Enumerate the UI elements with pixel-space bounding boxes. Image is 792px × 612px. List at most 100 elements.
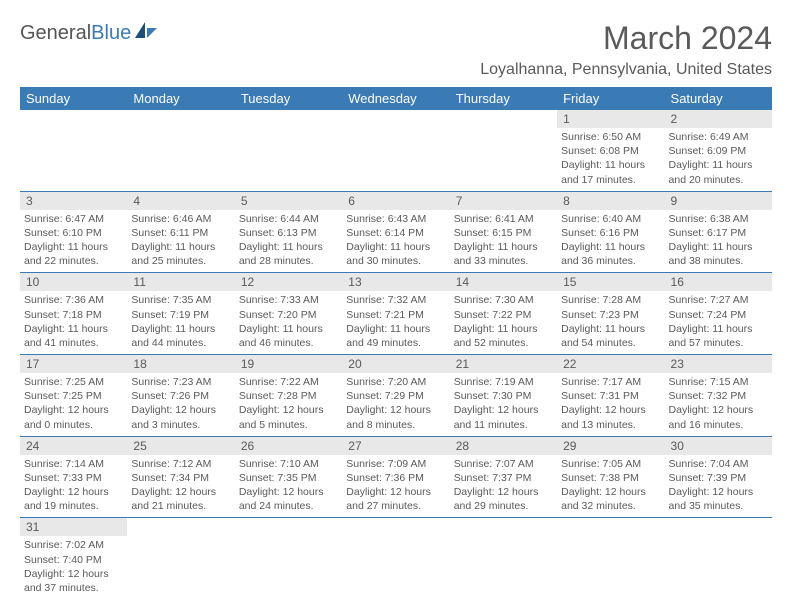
day-number: 9 <box>665 192 772 210</box>
day-number: 23 <box>665 355 772 373</box>
day-info: Sunrise: 7:09 AMSunset: 7:36 PMDaylight:… <box>342 455 449 518</box>
day-info: Sunrise: 7:36 AMSunset: 7:18 PMDaylight:… <box>20 291 127 354</box>
calendar-cell-empty <box>342 518 449 599</box>
calendar-cell: 25Sunrise: 7:12 AMSunset: 7:34 PMDayligh… <box>127 436 234 518</box>
calendar-cell: 27Sunrise: 7:09 AMSunset: 7:36 PMDayligh… <box>342 436 449 518</box>
day-info: Sunrise: 6:40 AMSunset: 6:16 PMDaylight:… <box>557 210 664 273</box>
calendar-cell: 8Sunrise: 6:40 AMSunset: 6:16 PMDaylight… <box>557 191 664 273</box>
calendar-cell-empty <box>557 518 664 599</box>
page-header: GeneralBlue March 2024 Loyalhanna, Penns… <box>20 20 772 79</box>
day-header: Friday <box>557 87 664 110</box>
calendar-cell: 24Sunrise: 7:14 AMSunset: 7:33 PMDayligh… <box>20 436 127 518</box>
logo-text-blue: Blue <box>91 22 131 45</box>
day-info: Sunrise: 7:30 AMSunset: 7:22 PMDaylight:… <box>450 291 557 354</box>
day-number: 18 <box>127 355 234 373</box>
calendar-week-row: 17Sunrise: 7:25 AMSunset: 7:25 PMDayligh… <box>20 355 772 437</box>
calendar-week-row: 1Sunrise: 6:50 AMSunset: 6:08 PMDaylight… <box>20 110 772 191</box>
day-number: 6 <box>342 192 449 210</box>
calendar-cell: 10Sunrise: 7:36 AMSunset: 7:18 PMDayligh… <box>20 273 127 355</box>
calendar-cell-empty <box>20 110 127 191</box>
calendar-cell: 26Sunrise: 7:10 AMSunset: 7:35 PMDayligh… <box>235 436 342 518</box>
day-header: Thursday <box>450 87 557 110</box>
calendar-cell-empty <box>127 518 234 599</box>
month-title: March 2024 <box>480 20 772 57</box>
calendar-cell: 9Sunrise: 6:38 AMSunset: 6:17 PMDaylight… <box>665 191 772 273</box>
calendar-cell: 2Sunrise: 6:49 AMSunset: 6:09 PMDaylight… <box>665 110 772 191</box>
calendar-cell: 30Sunrise: 7:04 AMSunset: 7:39 PMDayligh… <box>665 436 772 518</box>
day-info: Sunrise: 7:07 AMSunset: 7:37 PMDaylight:… <box>450 455 557 518</box>
day-number: 3 <box>20 192 127 210</box>
day-info: Sunrise: 7:20 AMSunset: 7:29 PMDaylight:… <box>342 373 449 436</box>
day-number: 13 <box>342 273 449 291</box>
day-info: Sunrise: 6:46 AMSunset: 6:11 PMDaylight:… <box>127 210 234 273</box>
day-number: 2 <box>665 110 772 128</box>
logo: GeneralBlue <box>20 20 159 46</box>
calendar-cell: 23Sunrise: 7:15 AMSunset: 7:32 PMDayligh… <box>665 355 772 437</box>
day-info: Sunrise: 7:22 AMSunset: 7:28 PMDaylight:… <box>235 373 342 436</box>
day-number: 28 <box>450 437 557 455</box>
day-number: 10 <box>20 273 127 291</box>
calendar-week-row: 10Sunrise: 7:36 AMSunset: 7:18 PMDayligh… <box>20 273 772 355</box>
day-number: 21 <box>450 355 557 373</box>
day-number: 11 <box>127 273 234 291</box>
day-info: Sunrise: 7:27 AMSunset: 7:24 PMDaylight:… <box>665 291 772 354</box>
calendar-cell: 5Sunrise: 6:44 AMSunset: 6:13 PMDaylight… <box>235 191 342 273</box>
day-number: 1 <box>557 110 664 128</box>
calendar-cell-empty <box>127 110 234 191</box>
calendar-cell: 17Sunrise: 7:25 AMSunset: 7:25 PMDayligh… <box>20 355 127 437</box>
day-number: 16 <box>665 273 772 291</box>
day-number: 7 <box>450 192 557 210</box>
calendar-cell: 28Sunrise: 7:07 AMSunset: 7:37 PMDayligh… <box>450 436 557 518</box>
day-info: Sunrise: 7:05 AMSunset: 7:38 PMDaylight:… <box>557 455 664 518</box>
day-info: Sunrise: 7:35 AMSunset: 7:19 PMDaylight:… <box>127 291 234 354</box>
day-number: 19 <box>235 355 342 373</box>
day-info: Sunrise: 7:14 AMSunset: 7:33 PMDaylight:… <box>20 455 127 518</box>
calendar-cell: 1Sunrise: 6:50 AMSunset: 6:08 PMDaylight… <box>557 110 664 191</box>
day-number: 5 <box>235 192 342 210</box>
calendar-cell: 4Sunrise: 6:46 AMSunset: 6:11 PMDaylight… <box>127 191 234 273</box>
day-number: 30 <box>665 437 772 455</box>
day-info: Sunrise: 7:23 AMSunset: 7:26 PMDaylight:… <box>127 373 234 436</box>
day-number: 26 <box>235 437 342 455</box>
day-number: 22 <box>557 355 664 373</box>
day-info: Sunrise: 7:17 AMSunset: 7:31 PMDaylight:… <box>557 373 664 436</box>
day-number: 4 <box>127 192 234 210</box>
day-number: 15 <box>557 273 664 291</box>
day-info: Sunrise: 7:12 AMSunset: 7:34 PMDaylight:… <box>127 455 234 518</box>
logo-text-general: General <box>20 22 91 45</box>
day-header: Tuesday <box>235 87 342 110</box>
day-info: Sunrise: 6:49 AMSunset: 6:09 PMDaylight:… <box>665 128 772 191</box>
calendar-cell: 6Sunrise: 6:43 AMSunset: 6:14 PMDaylight… <box>342 191 449 273</box>
calendar-body: 1Sunrise: 6:50 AMSunset: 6:08 PMDaylight… <box>20 110 772 599</box>
logo-sail-icon <box>133 20 159 46</box>
day-header: Saturday <box>665 87 772 110</box>
day-header: Monday <box>127 87 234 110</box>
day-info: Sunrise: 7:32 AMSunset: 7:21 PMDaylight:… <box>342 291 449 354</box>
calendar-cell: 3Sunrise: 6:47 AMSunset: 6:10 PMDaylight… <box>20 191 127 273</box>
day-info: Sunrise: 7:02 AMSunset: 7:40 PMDaylight:… <box>20 536 127 599</box>
calendar-cell-empty <box>450 110 557 191</box>
day-number: 25 <box>127 437 234 455</box>
calendar-cell: 11Sunrise: 7:35 AMSunset: 7:19 PMDayligh… <box>127 273 234 355</box>
calendar-cell: 18Sunrise: 7:23 AMSunset: 7:26 PMDayligh… <box>127 355 234 437</box>
day-info: Sunrise: 6:47 AMSunset: 6:10 PMDaylight:… <box>20 210 127 273</box>
location-subtitle: Loyalhanna, Pennsylvania, United States <box>480 61 772 79</box>
calendar-cell: 14Sunrise: 7:30 AMSunset: 7:22 PMDayligh… <box>450 273 557 355</box>
day-info: Sunrise: 6:38 AMSunset: 6:17 PMDaylight:… <box>665 210 772 273</box>
day-info: Sunrise: 7:19 AMSunset: 7:30 PMDaylight:… <box>450 373 557 436</box>
calendar-cell-empty <box>450 518 557 599</box>
day-number: 14 <box>450 273 557 291</box>
calendar-cell-empty <box>665 518 772 599</box>
calendar-cell-empty <box>235 518 342 599</box>
day-info: Sunrise: 7:25 AMSunset: 7:25 PMDaylight:… <box>20 373 127 436</box>
day-info: Sunrise: 6:43 AMSunset: 6:14 PMDaylight:… <box>342 210 449 273</box>
day-number: 12 <box>235 273 342 291</box>
day-info: Sunrise: 7:04 AMSunset: 7:39 PMDaylight:… <box>665 455 772 518</box>
calendar-cell: 20Sunrise: 7:20 AMSunset: 7:29 PMDayligh… <box>342 355 449 437</box>
day-number: 20 <box>342 355 449 373</box>
day-info: Sunrise: 6:50 AMSunset: 6:08 PMDaylight:… <box>557 128 664 191</box>
day-number: 29 <box>557 437 664 455</box>
calendar-cell-empty <box>235 110 342 191</box>
day-info: Sunrise: 6:44 AMSunset: 6:13 PMDaylight:… <box>235 210 342 273</box>
day-header: Sunday <box>20 87 127 110</box>
